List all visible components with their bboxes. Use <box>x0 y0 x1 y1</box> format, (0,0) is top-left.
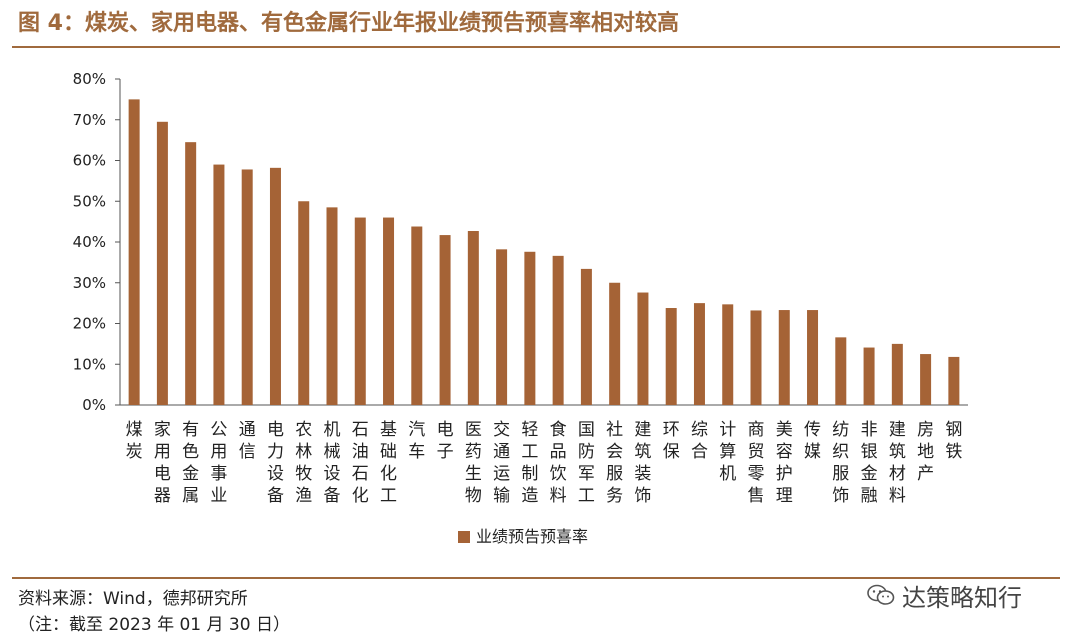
bar <box>637 292 649 405</box>
bar <box>580 268 592 405</box>
y-tick-label: 10% <box>73 355 106 373</box>
bar <box>383 217 395 405</box>
bottom-divider <box>12 577 1060 579</box>
y-tick-label: 70% <box>73 111 106 129</box>
x-category-label: 纺织服饰 <box>832 420 849 506</box>
date-note: （注：截至 2023 年 01 月 30 日） <box>18 615 290 635</box>
top-divider <box>12 46 1060 48</box>
x-category-label: 电子 <box>437 420 454 462</box>
x-category-label: 传媒 <box>804 420 821 462</box>
x-category-label: 非银金融 <box>861 420 878 506</box>
bar <box>128 99 140 405</box>
x-category-label: 机械设备 <box>324 420 341 506</box>
bar <box>156 121 168 405</box>
source-note: 资料来源：Wind，德邦研究所 <box>18 589 248 609</box>
x-category-label: 社会服务 <box>606 420 623 506</box>
bar <box>213 164 225 405</box>
x-category-label: 美容护理 <box>776 420 793 506</box>
wechat-icon <box>866 582 896 616</box>
bar <box>354 217 366 405</box>
x-category-label: 有色金属 <box>182 420 199 506</box>
x-category-label: 农林牧渔 <box>295 420 312 506</box>
x-category-label: 国防军工 <box>578 420 595 506</box>
bar <box>891 343 903 405</box>
bar <box>722 304 734 405</box>
watermark-text: 达策略知行 <box>902 584 1022 612</box>
bar <box>524 251 536 405</box>
x-category-label: 医药生物 <box>465 420 482 506</box>
bar <box>185 142 197 405</box>
x-category-label: 建筑材料 <box>889 420 906 506</box>
bar <box>750 310 762 405</box>
x-category-label: 石油石化 <box>352 420 369 506</box>
bar <box>948 356 960 405</box>
y-tick-label: 80% <box>73 70 106 88</box>
x-category-label: 建筑装饰 <box>634 420 651 506</box>
x-category-label: 家用电器 <box>154 420 171 506</box>
x-category-label: 商贸零售 <box>748 420 765 506</box>
bar <box>693 303 705 405</box>
bar <box>326 207 338 405</box>
bar <box>496 249 508 405</box>
bar <box>807 310 819 405</box>
x-category-label: 环保 <box>663 420 680 462</box>
x-category-label: 公用事业 <box>210 420 227 506</box>
bar <box>665 308 677 405</box>
bar <box>835 337 847 405</box>
bar <box>467 230 479 405</box>
x-category-label: 电力设备 <box>267 420 284 506</box>
y-tick-label: 50% <box>73 192 106 210</box>
bar <box>609 282 621 405</box>
x-category-label: 钢铁 <box>945 420 962 462</box>
x-category-label: 综合 <box>691 420 708 462</box>
bar-chart: 0% 10% 20% 30% 40% 50% 60% 70% 80% 煤炭家用电器有色金属公用事业… <box>73 70 968 506</box>
x-category-label: 交通运输 <box>493 420 510 506</box>
y-tick-label: 0% <box>82 396 106 414</box>
x-category-label: 轻工制造 <box>521 420 538 506</box>
x-category-label: 煤炭 <box>126 420 143 462</box>
x-category-label: 基础化工 <box>380 420 397 506</box>
x-category-label: 通信 <box>239 420 256 462</box>
legend-swatch <box>458 530 470 543</box>
y-tick-label: 20% <box>73 315 106 333</box>
bar <box>269 167 281 405</box>
x-category-label: 食品饮料 <box>550 420 567 506</box>
y-tick-label: 40% <box>73 233 106 251</box>
chart-legend: 业绩预告预喜率 <box>458 526 588 548</box>
bar <box>298 201 310 405</box>
bar <box>552 255 564 405</box>
bar <box>863 347 875 405</box>
bar <box>241 169 253 405</box>
y-tick-label: 30% <box>73 274 106 292</box>
x-category-label: 汽车 <box>408 420 425 462</box>
bar <box>778 310 790 405</box>
x-category-label: 计算机 <box>719 420 736 484</box>
bar <box>411 226 423 405</box>
x-category-label: 房地产 <box>917 420 934 484</box>
legend-label: 业绩预告预喜率 <box>476 527 589 546</box>
chart-title: 图 4：煤炭、家用电器、有色金属行业年报业绩预告预喜率相对较高 <box>18 11 679 36</box>
watermark: 达策略知行 <box>866 582 1022 614</box>
bar <box>439 235 451 405</box>
y-tick-label: 60% <box>73 152 106 170</box>
bar <box>920 354 932 405</box>
